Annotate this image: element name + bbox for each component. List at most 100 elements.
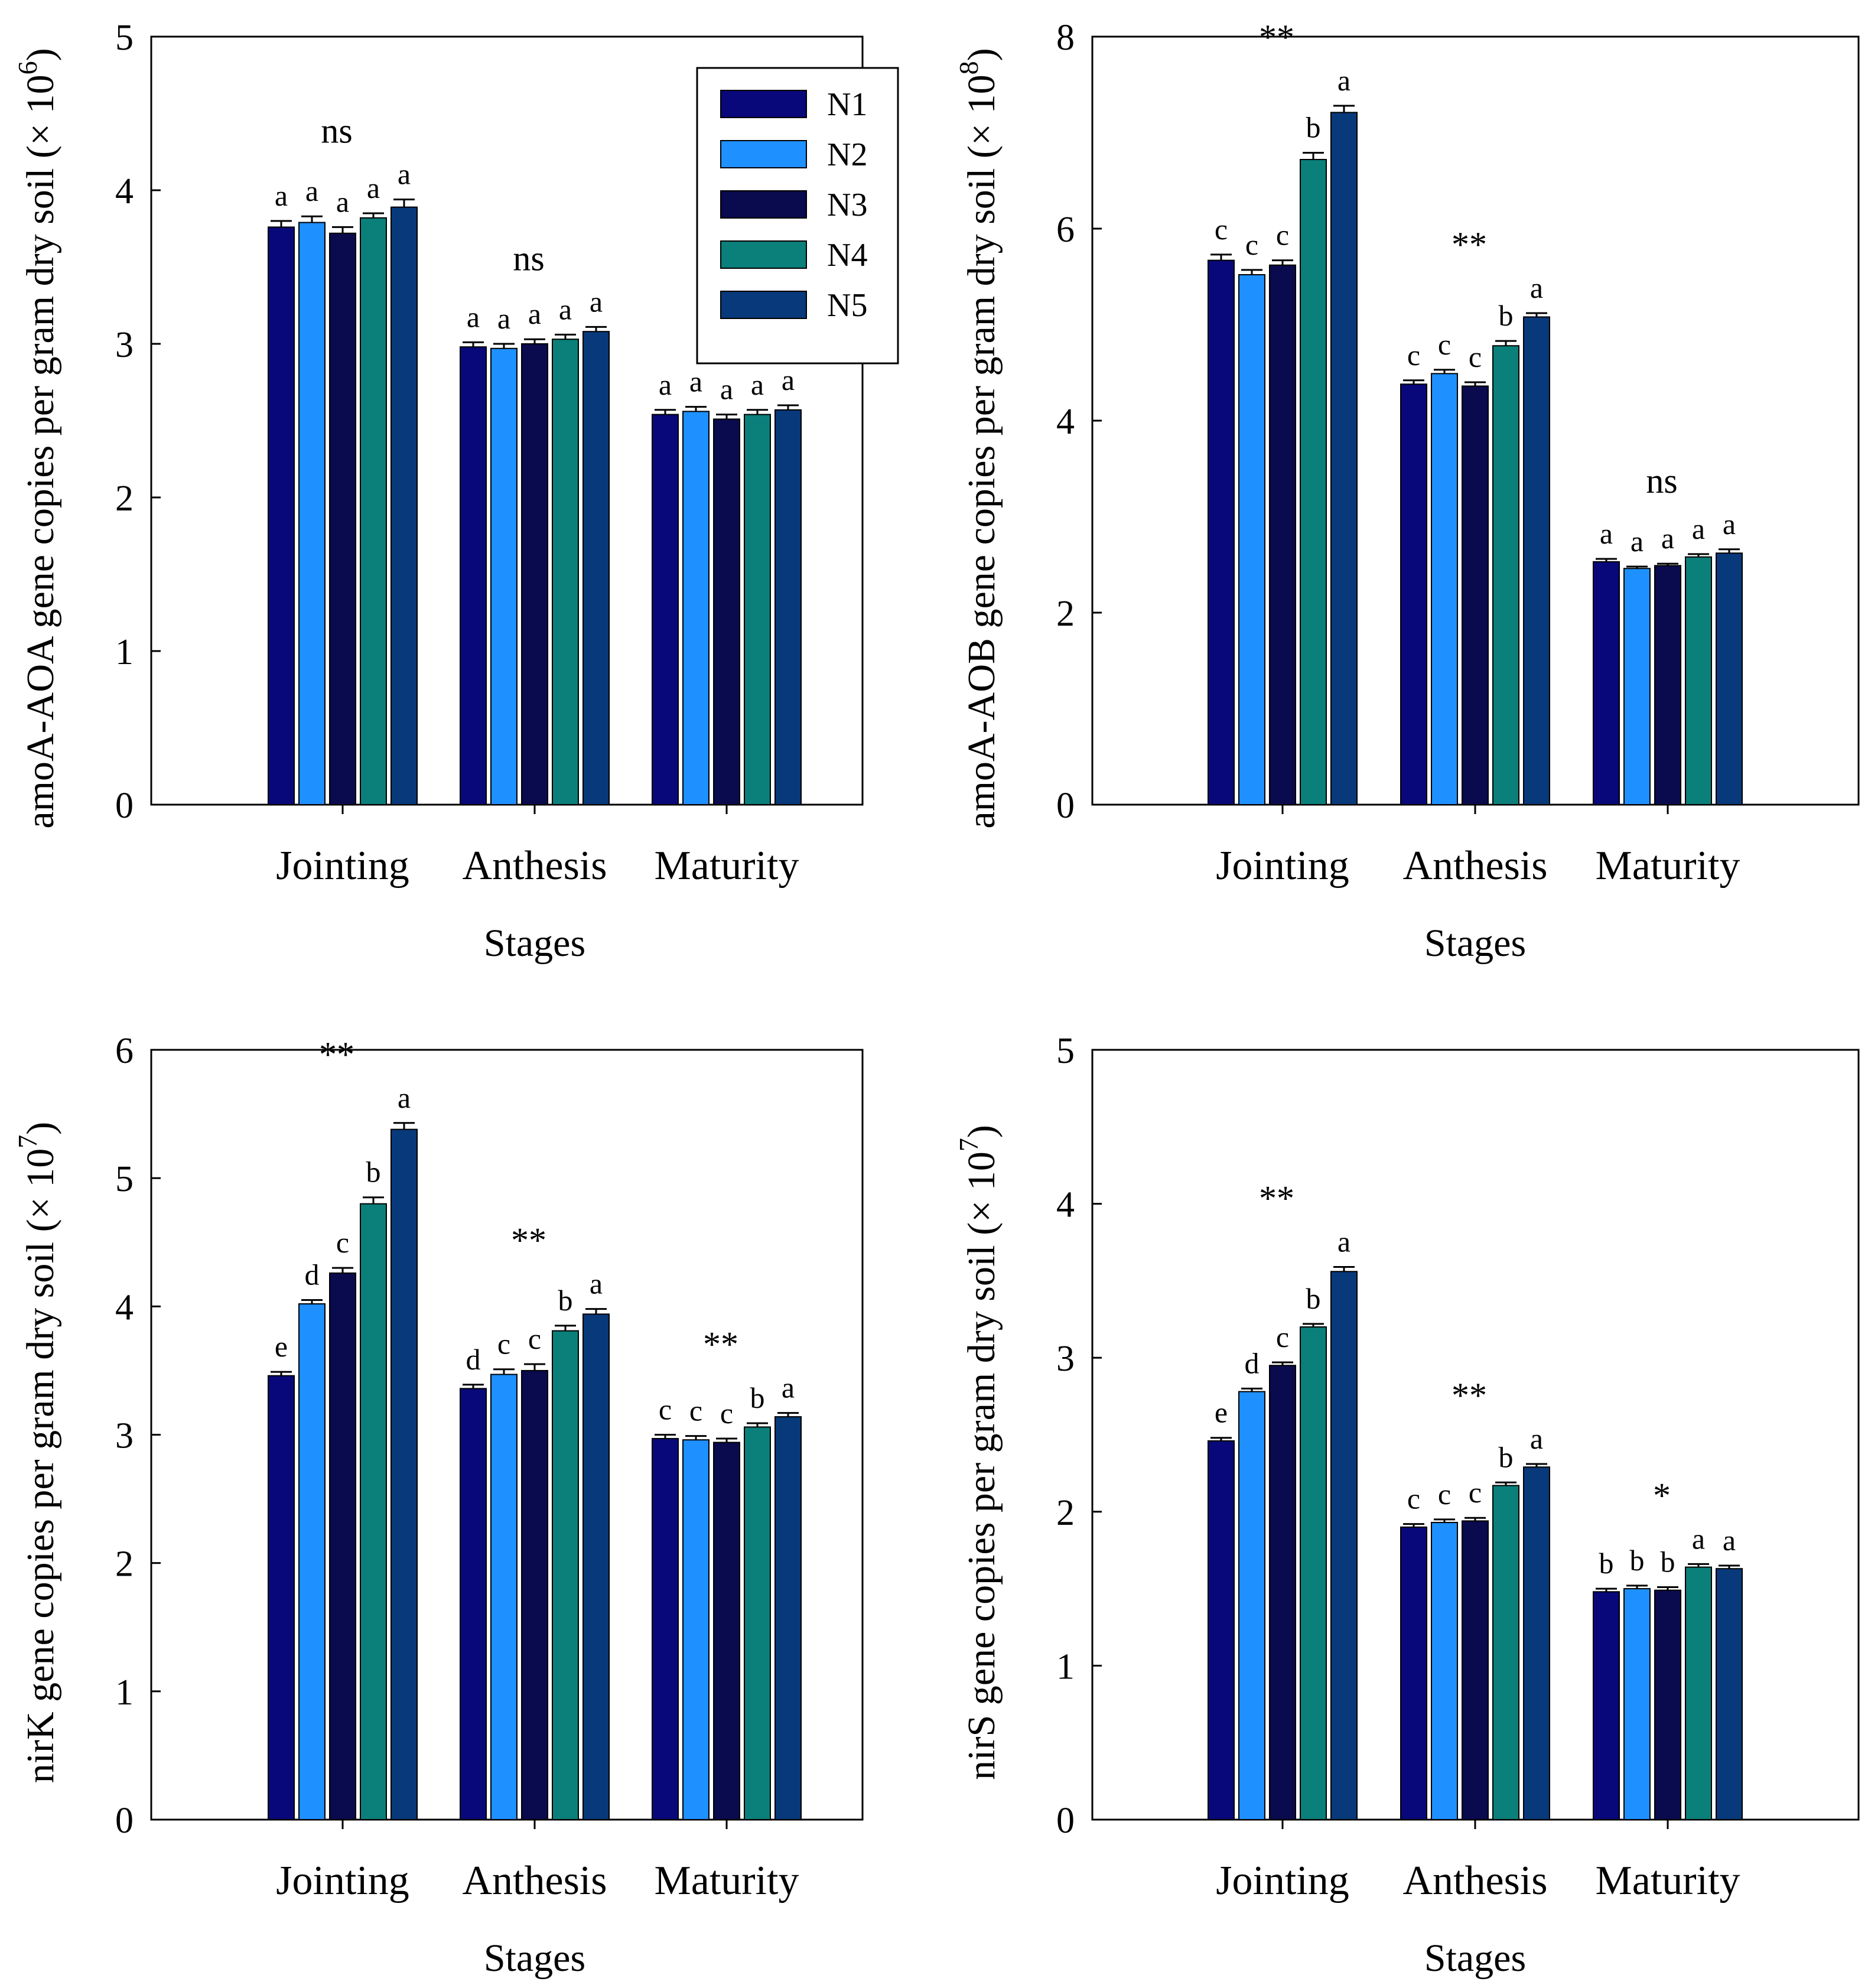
- bar-n2: [1431, 1522, 1458, 1820]
- bar-n2: [490, 347, 518, 805]
- significance-letter: d: [1245, 1346, 1260, 1379]
- legend-swatch-n3: [720, 190, 807, 219]
- bar-n2: [1238, 1391, 1265, 1820]
- bar-n4: [1685, 1566, 1712, 1820]
- bar-n2: [1238, 274, 1265, 805]
- legend-label-n2: N2: [827, 136, 867, 173]
- significance-letter: a: [336, 185, 349, 218]
- bar-n3: [713, 1442, 740, 1820]
- x-category-label: Anthesis: [463, 843, 607, 889]
- bar-n1: [1208, 1440, 1235, 1821]
- bar-n3: [329, 232, 356, 805]
- y-axis-title: amoA-AOB gene copies per gram dry soil (…: [953, 48, 1003, 828]
- x-axis-title: Stages: [484, 1937, 585, 1980]
- significance-letter: a: [1337, 64, 1350, 97]
- significance-marker: *: [1653, 1476, 1671, 1515]
- significance-letter: a: [275, 179, 288, 212]
- significance-letter: c: [1407, 1482, 1420, 1515]
- legend-label-n5: N5: [827, 287, 867, 324]
- legend: N1 N2 N3 N4 N5: [696, 67, 899, 365]
- x-category-label: Anthesis: [1403, 843, 1548, 889]
- x-category-label: Maturity: [1596, 843, 1740, 889]
- significance-letter: c: [497, 1327, 510, 1361]
- bar-n5: [582, 331, 610, 805]
- significance-letter: c: [659, 1393, 672, 1426]
- bar-n3: [1269, 264, 1296, 805]
- bar-n4: [744, 1426, 771, 1820]
- bar-n1: [1208, 259, 1235, 805]
- bar-n5: [774, 409, 802, 805]
- significance-letter: c: [689, 1394, 702, 1427]
- bar-n5: [1330, 112, 1358, 805]
- significance-letter: b: [1599, 1547, 1614, 1580]
- significance-letter: c: [1407, 339, 1420, 372]
- x-category-label: Jointing: [1216, 843, 1349, 889]
- significance-letter: a: [1337, 1225, 1350, 1258]
- y-tick-label: 4: [115, 1287, 134, 1327]
- bar-n3: [521, 343, 548, 805]
- legend-label-n1: N1: [827, 86, 867, 123]
- y-tick-label: 5: [115, 18, 134, 58]
- significance-letter: a: [782, 363, 795, 396]
- bar-n2: [682, 1439, 710, 1821]
- bar-n3: [1462, 1520, 1489, 1821]
- y-tick-label: 0: [1056, 1801, 1075, 1841]
- significance-letter: b: [750, 1381, 765, 1414]
- significance-marker: **: [1452, 1376, 1487, 1415]
- bar-n3: [1654, 1589, 1681, 1821]
- significance-letter: a: [528, 297, 541, 330]
- x-category-label: Maturity: [655, 843, 799, 889]
- significance-marker: ns: [1646, 461, 1677, 500]
- significance-letter: a: [497, 302, 510, 335]
- bar-n3: [1462, 385, 1489, 805]
- x-axis-title: Stages: [1424, 1937, 1526, 1980]
- bar-n1: [460, 346, 487, 805]
- y-tick-label: 5: [1056, 1031, 1075, 1071]
- x-category-label: Maturity: [655, 1858, 799, 1904]
- y-axis-title: nirS gene copies per gram dry soil (× 10…: [953, 1125, 1003, 1780]
- bar-n4: [1300, 159, 1327, 805]
- significance-letter: a: [1692, 512, 1705, 545]
- x-category-label: Anthesis: [1403, 1858, 1548, 1904]
- bar-n5: [774, 1416, 802, 1820]
- y-tick-label: 1: [115, 632, 134, 672]
- significance-letter: e: [1215, 1396, 1228, 1429]
- legend-label-n3: N3: [827, 187, 867, 223]
- bar-n5: [390, 206, 418, 806]
- x-axis-title: Stages: [1424, 922, 1526, 965]
- y-tick-label: 4: [1056, 1185, 1075, 1225]
- bar-n2: [1623, 1588, 1651, 1821]
- significance-letter: b: [1630, 1544, 1645, 1577]
- significance-marker: **: [1259, 1179, 1294, 1218]
- significance-marker: **: [703, 1325, 738, 1364]
- significance-marker: **: [319, 1035, 354, 1074]
- significance-letter: d: [466, 1343, 481, 1376]
- y-axis-title: nirK gene copies per gram dry soil (× 10…: [12, 1122, 62, 1784]
- y-tick-label: 1: [1056, 1647, 1075, 1687]
- y-tick-label: 3: [115, 1416, 134, 1456]
- bar-n1: [652, 1438, 679, 1820]
- significance-letter: c: [1276, 1320, 1289, 1353]
- bar-n4: [1685, 556, 1712, 805]
- significance-letter: a: [590, 1267, 603, 1300]
- y-tick-label: 3: [1056, 1339, 1075, 1379]
- significance-marker: ns: [513, 239, 544, 278]
- significance-letter: a: [398, 1081, 411, 1114]
- significance-letter: e: [275, 1330, 288, 1363]
- bar-n1: [268, 1375, 295, 1820]
- y-tick-label: 2: [1056, 1493, 1075, 1533]
- bar-n4: [360, 217, 387, 805]
- significance-letter: c: [1215, 213, 1228, 246]
- significance-letter: a: [1692, 1522, 1705, 1555]
- bar-n5: [1716, 1568, 1743, 1820]
- significance-letter: c: [1469, 340, 1482, 373]
- bar-n3: [713, 418, 740, 805]
- legend-swatch-n4: [720, 240, 807, 269]
- y-tick-label: 2: [1056, 594, 1075, 634]
- x-axis-title: Stages: [484, 922, 585, 965]
- bar-n3: [1654, 565, 1681, 805]
- significance-letter: a: [1723, 1524, 1736, 1557]
- y-tick-label: 0: [115, 786, 134, 826]
- significance-letter: a: [398, 158, 411, 191]
